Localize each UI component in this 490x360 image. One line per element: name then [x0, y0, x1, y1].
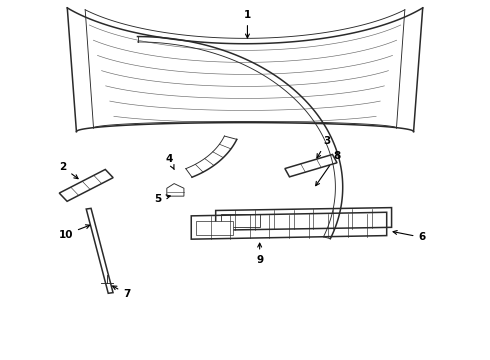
Polygon shape — [196, 221, 233, 235]
Text: 8: 8 — [316, 150, 340, 186]
Text: 10: 10 — [58, 225, 90, 239]
Text: 4: 4 — [166, 154, 174, 170]
Polygon shape — [220, 214, 260, 226]
Text: 5: 5 — [155, 194, 170, 204]
Text: 6: 6 — [393, 230, 426, 242]
Text: 9: 9 — [256, 243, 263, 265]
Text: 3: 3 — [317, 136, 330, 158]
Text: 7: 7 — [113, 286, 130, 299]
Text: 2: 2 — [59, 162, 78, 179]
Text: 1: 1 — [244, 10, 251, 38]
